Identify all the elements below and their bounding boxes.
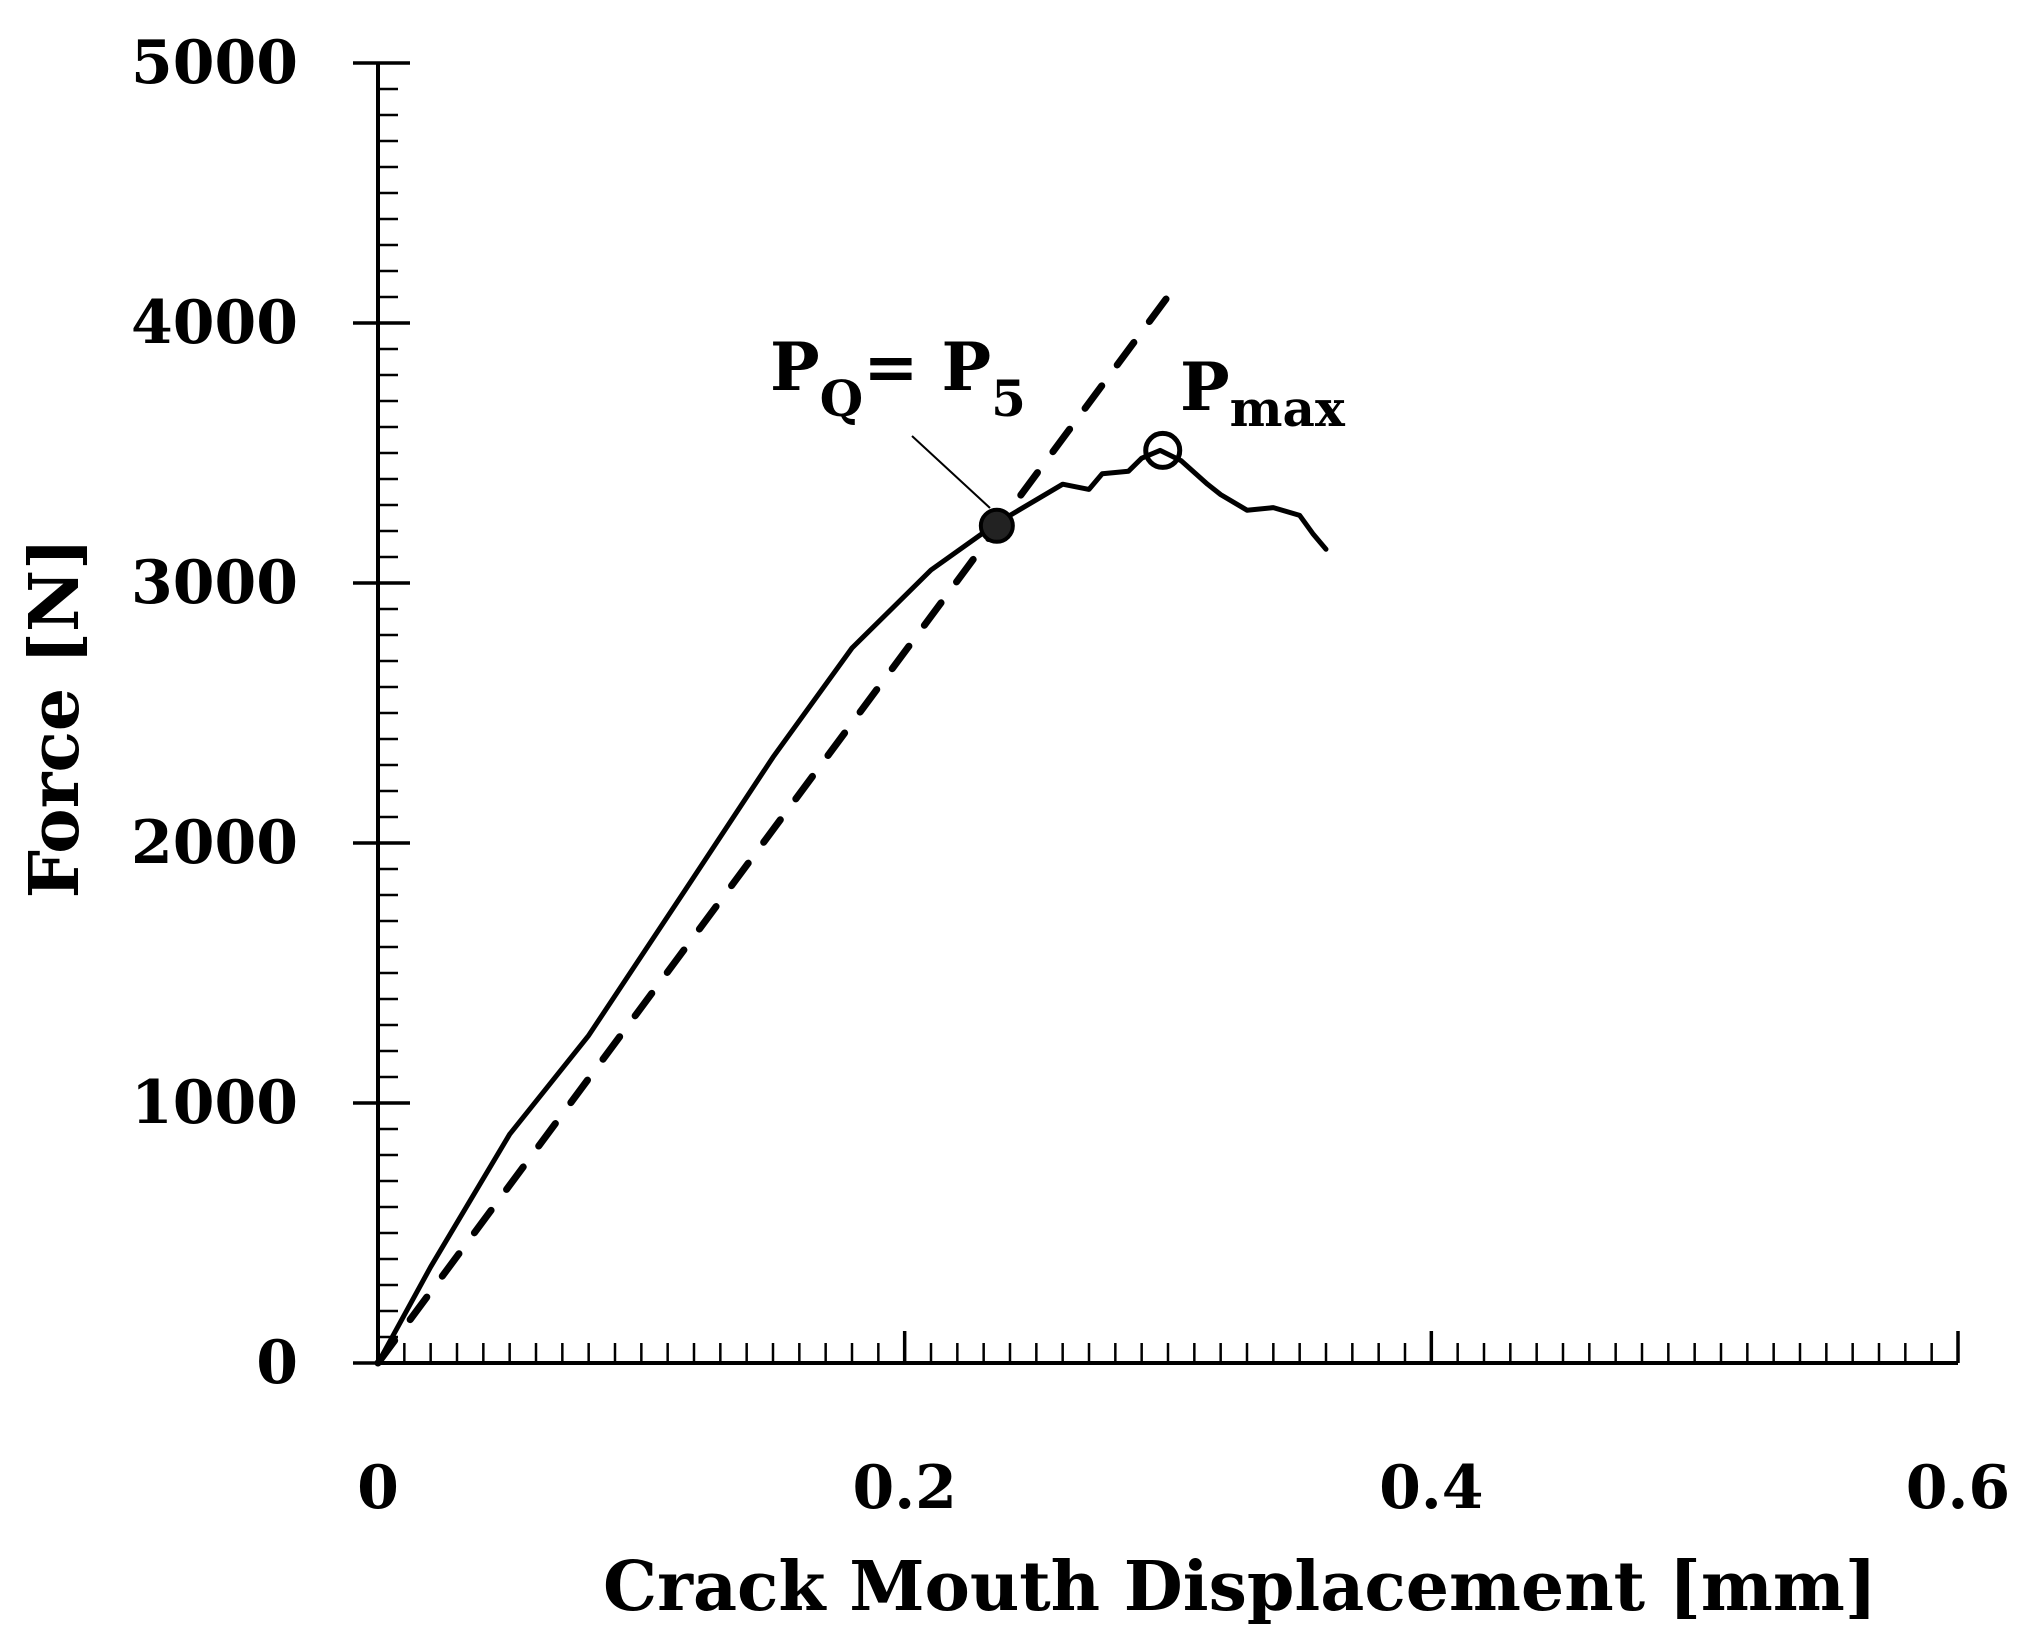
force-curve <box>375 447 1329 1366</box>
svg-text:PQ= P5: PQ= P5 <box>770 328 1026 428</box>
x-tick-label: 0.6 <box>1906 1453 2010 1523</box>
y-tick-label: 3000 <box>131 548 298 618</box>
data-series <box>374 285 1329 1367</box>
x-tick-label: 0 <box>357 1453 399 1523</box>
annotation-pmax: Pmax <box>1180 348 1346 438</box>
y-tick-label: 1000 <box>131 1068 298 1138</box>
y-axis-title: Force [N] <box>15 538 95 899</box>
annotation-pmax-sub: max <box>1230 379 1346 438</box>
y-tick-label: 5000 <box>131 28 298 98</box>
y-tick-label: 0 <box>256 1328 298 1398</box>
x-axis-title: Crack Mouth Displacement [mm] <box>603 1547 1877 1627</box>
x-tick-label: 0.4 <box>1379 1453 1483 1523</box>
annotation-pq: PQ= P5 <box>770 328 1026 509</box>
data-markers <box>978 430 1183 544</box>
annotation-pq-sub1: Q <box>820 369 864 428</box>
y-tick-label: 2000 <box>131 808 298 878</box>
dashed-secant-line <box>374 285 1177 1367</box>
svg-text:Pmax: Pmax <box>1180 348 1346 438</box>
pq-marker <box>978 507 1015 544</box>
annotation-pq-leader <box>911 435 991 509</box>
annotation-pq-eq: = P <box>863 328 991 406</box>
annotation-pmax-main: P <box>1180 348 1230 426</box>
x-tick-label: 0.2 <box>852 1453 956 1523</box>
axes <box>376 63 1958 1365</box>
annotation-pq-sub2: 5 <box>991 369 1026 428</box>
y-tick-label: 4000 <box>131 288 298 358</box>
annotation-pq-main: P <box>770 328 820 406</box>
tick-labels: 0 0.2 0.4 0.6 0 1000 2000 3000 4000 5000 <box>131 28 2010 1523</box>
pmax-marker <box>1143 430 1183 470</box>
axis-ticks <box>353 61 1960 1365</box>
